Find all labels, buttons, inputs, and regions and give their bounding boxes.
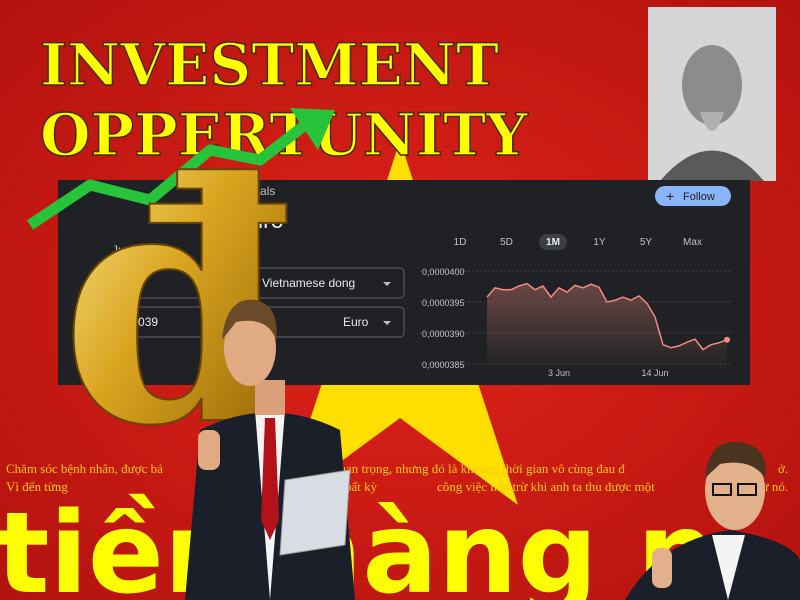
caption-text: quan trọng, nhưng đó là khoảng thời gian… <box>333 461 625 476</box>
converter-header: g equals <box>230 184 275 198</box>
range-button[interactable]: 1Y <box>593 237 606 248</box>
disclaimer: sclaimer <box>205 243 250 257</box>
caption: Chăm sóc bệnh nhân, được bá quan trọng, n… <box>6 461 788 494</box>
x-tick-label: 14 Jun <box>641 368 668 378</box>
green-arrow <box>26 108 335 230</box>
man-with-tablet <box>185 299 355 600</box>
range-button[interactable]: 1M <box>546 237 560 248</box>
title-line: OPPERTUNITY <box>40 101 528 169</box>
plus-icon: + <box>666 188 674 204</box>
from-input[interactable] <box>97 267 405 299</box>
from-unit[interactable]: Vietnamese dong <box>262 276 355 290</box>
range-button[interactable]: 5D <box>500 237 513 248</box>
title-line: INVESTMENT <box>40 31 499 99</box>
from-value[interactable]: 1 <box>108 276 115 290</box>
man-with-glasses <box>625 441 800 600</box>
x-tick-label: 3 Jun <box>548 368 570 378</box>
range-selected <box>539 234 567 250</box>
to-value[interactable]: 0,000039 <box>108 315 158 329</box>
caption-text: bất kỳ <box>345 479 378 494</box>
series-line <box>486 282 728 351</box>
caption-text: công việc nào trừ khi anh ta thu được mộ… <box>437 479 655 494</box>
caption-text: ở. <box>778 461 788 476</box>
caption-text: từ nó. <box>758 479 788 494</box>
y-tick-label: 0,0000400 <box>422 267 465 277</box>
follow-button[interactable] <box>655 186 731 206</box>
y-tick-label: 0,0000385 <box>422 360 465 370</box>
last-point <box>724 336 730 343</box>
chart: 1D 5D 1M 1Y 5Y Max 0,0000400 0,0000395 0,0000390… <box>420 234 732 378</box>
follow-label[interactable]: Follow <box>683 191 715 203</box>
line-area <box>487 283 727 370</box>
timestamp: Jun, 18:07 <box>112 243 168 257</box>
caption-text: Chăm sóc bệnh nhân, được bá <box>6 461 163 476</box>
range-button[interactable]: 1D <box>454 237 467 248</box>
portrait <box>648 7 776 181</box>
to-unit[interactable]: Euro <box>343 315 369 329</box>
big-text: tiền hàng n <box>0 489 717 600</box>
converter-amount: 39 Euro <box>203 207 284 233</box>
range-button[interactable]: Max <box>683 237 702 248</box>
y-tick-label: 0,0000390 <box>422 329 465 339</box>
range-button[interactable]: 5Y <box>640 237 653 248</box>
y-tick-label: 0,0000395 <box>422 298 465 308</box>
caption-text: Vì đến từng <box>6 479 68 494</box>
